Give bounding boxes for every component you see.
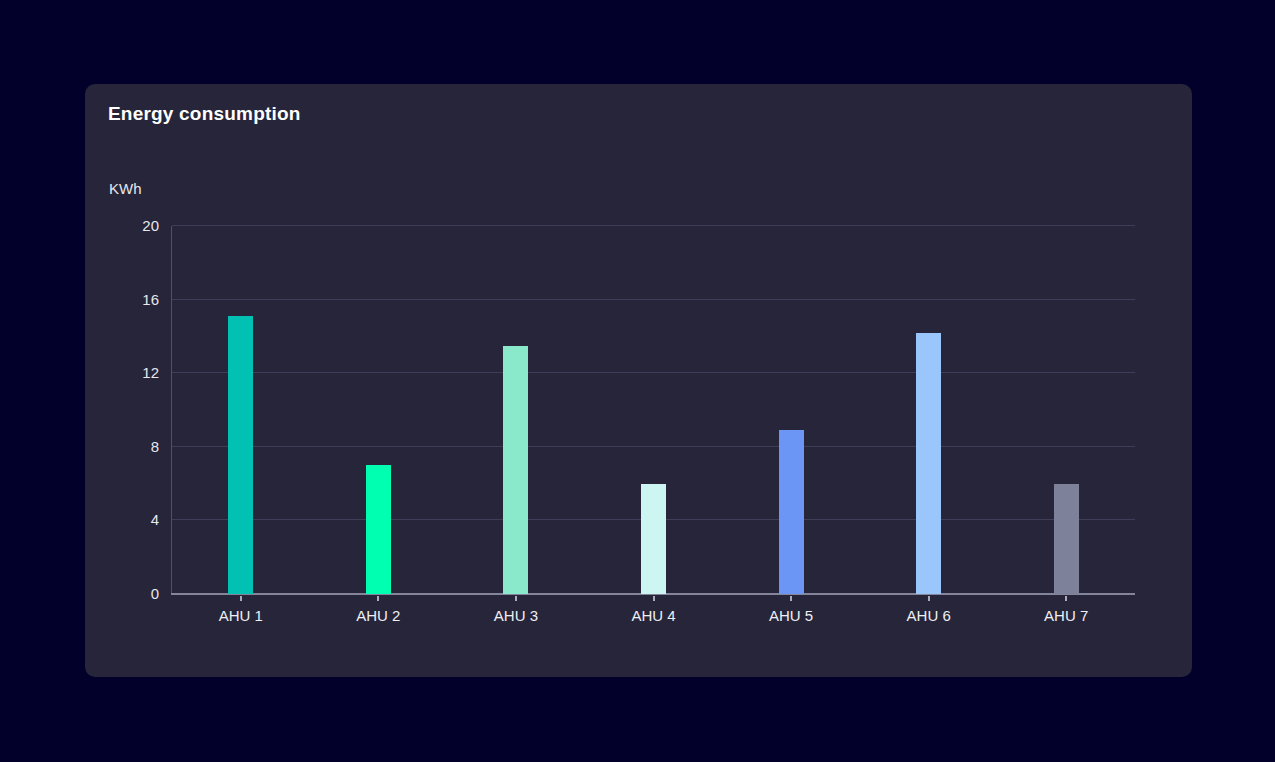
y-axis-unit-label: KWh — [109, 180, 142, 197]
energy-consumption-card: Energy consumption KWh 048121620 AHU 1AH… — [85, 84, 1192, 677]
y-tick-label-20: 20 — [142, 217, 159, 235]
x-tick-4 — [653, 596, 655, 601]
x-label-2: AHU 2 — [318, 607, 438, 624]
plot-area: AHU 1AHU 2AHU 3AHU 4AHU 5AHU 6AHU 7 — [172, 226, 1135, 594]
bar-ahu-4[interactable] — [641, 484, 666, 594]
bar-ahu-3[interactable] — [503, 346, 528, 594]
x-label-7: AHU 7 — [1006, 607, 1126, 624]
gridline-16 — [172, 299, 1135, 300]
bar-ahu-7[interactable] — [1054, 484, 1079, 594]
x-label-4: AHU 4 — [594, 607, 714, 624]
bar-ahu-6[interactable] — [916, 333, 941, 594]
y-axis-labels: 048121620 — [109, 226, 159, 594]
y-tick-label-8: 8 — [151, 438, 159, 456]
chart-title: Energy consumption — [108, 103, 301, 125]
y-tick-label-4: 4 — [151, 511, 159, 529]
x-label-1: AHU 1 — [181, 607, 301, 624]
gridline-12 — [172, 372, 1135, 373]
x-label-5: AHU 5 — [731, 607, 851, 624]
x-tick-6 — [928, 596, 930, 601]
x-tick-2 — [377, 596, 379, 601]
gridline-8 — [172, 446, 1135, 447]
y-axis-line — [171, 226, 172, 594]
x-tick-5 — [790, 596, 792, 601]
bar-ahu-5[interactable] — [779, 430, 804, 594]
x-label-3: AHU 3 — [456, 607, 576, 624]
gridline-20 — [172, 225, 1135, 226]
y-tick-label-12: 12 — [142, 364, 159, 382]
x-tick-3 — [515, 596, 517, 601]
bar-ahu-2[interactable] — [366, 465, 391, 594]
x-tick-1 — [240, 596, 242, 601]
bar-ahu-1[interactable] — [228, 316, 253, 594]
y-tick-label-0: 0 — [151, 585, 159, 603]
y-tick-label-16: 16 — [142, 291, 159, 309]
x-label-6: AHU 6 — [869, 607, 989, 624]
x-tick-7 — [1065, 596, 1067, 601]
